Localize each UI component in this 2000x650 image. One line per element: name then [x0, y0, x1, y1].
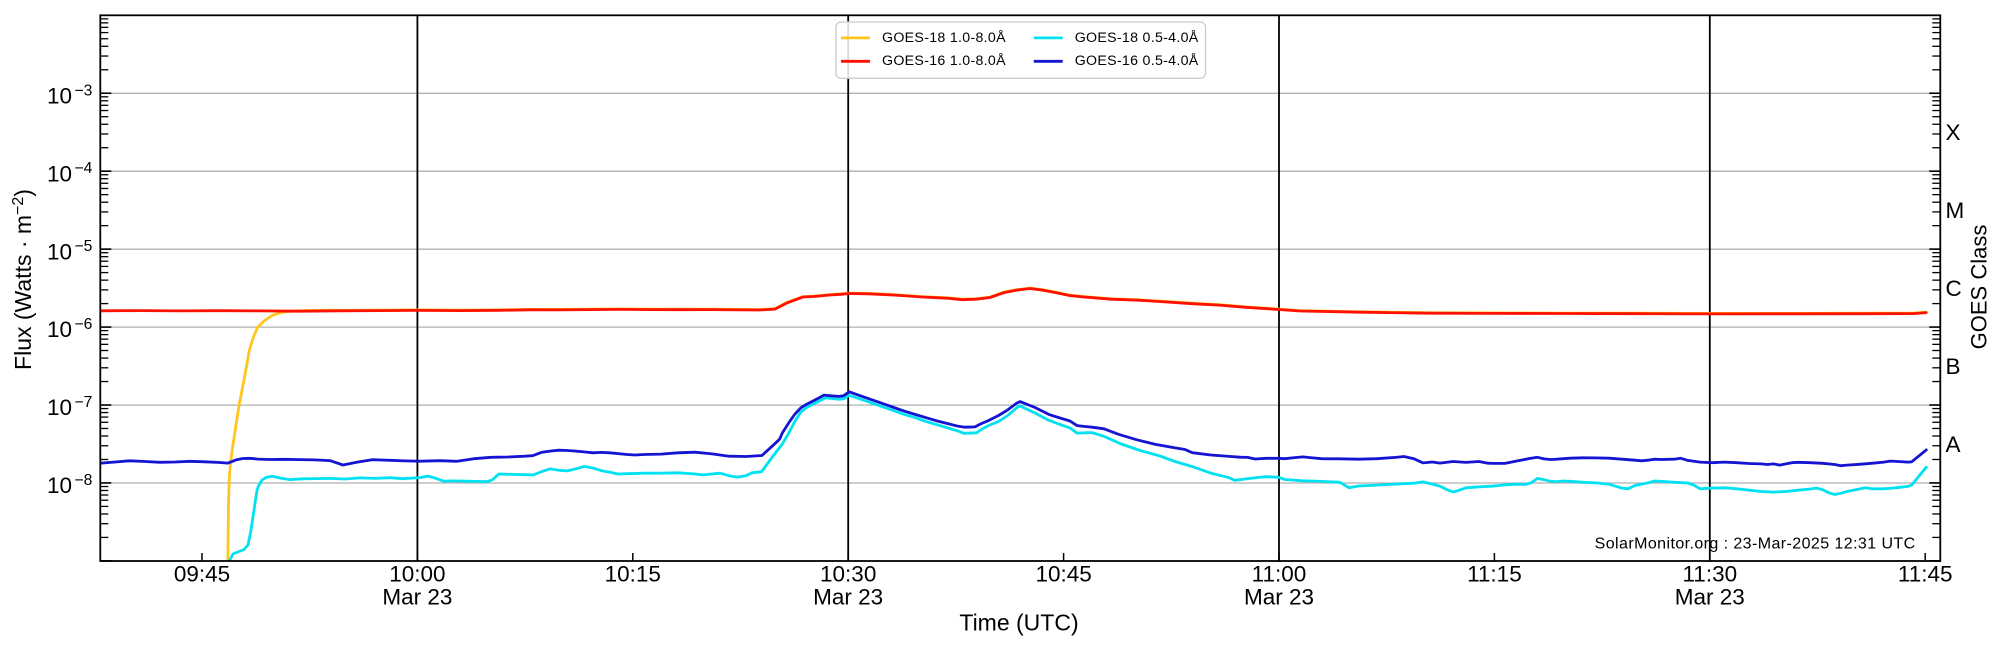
svg-text:11:15: 11:15 — [1467, 562, 1522, 587]
svg-text:11:30: 11:30 — [1682, 562, 1737, 587]
svg-text:−3: −3 — [75, 82, 93, 99]
svg-text:GOES-18 0.5-4.0Å: GOES-18 0.5-4.0Å — [1075, 29, 1199, 46]
svg-text:11:45: 11:45 — [1898, 562, 1953, 587]
svg-text:10: 10 — [47, 395, 72, 420]
svg-text:Mar 23: Mar 23 — [813, 584, 883, 609]
svg-text:C: C — [1946, 276, 1962, 301]
svg-text:Flux (Watts · m−2): Flux (Watts · m−2) — [10, 189, 36, 370]
svg-text:GOES-16 1.0-8.0Å: GOES-16 1.0-8.0Å — [882, 52, 1006, 69]
svg-text:−7: −7 — [75, 394, 93, 411]
svg-text:10:45: 10:45 — [1035, 562, 1091, 587]
svg-text:−5: −5 — [75, 238, 93, 255]
svg-text:Mar 23: Mar 23 — [382, 584, 452, 609]
svg-text:10:30: 10:30 — [820, 562, 876, 587]
svg-text:11:00: 11:00 — [1252, 562, 1307, 587]
svg-text:GOES-16 0.5-4.0Å: GOES-16 0.5-4.0Å — [1075, 52, 1199, 69]
svg-text:Mar 23: Mar 23 — [1675, 584, 1745, 609]
svg-text:10: 10 — [47, 161, 72, 186]
svg-text:SolarMonitor.org : 23-Mar-2025: SolarMonitor.org : 23-Mar-2025 12:31 UTC — [1595, 535, 1916, 552]
svg-text:10:15: 10:15 — [605, 562, 661, 587]
svg-text:M: M — [1946, 198, 1965, 223]
svg-text:X: X — [1946, 120, 1961, 145]
svg-text:10:00: 10:00 — [389, 562, 445, 587]
svg-text:GOES Class: GOES Class — [1967, 225, 1992, 350]
svg-text:GOES-18 1.0-8.0Å: GOES-18 1.0-8.0Å — [882, 29, 1006, 46]
svg-text:Time (UTC): Time (UTC) — [959, 610, 1078, 636]
svg-text:10: 10 — [47, 317, 72, 342]
svg-text:Mar 23: Mar 23 — [1244, 584, 1314, 609]
svg-text:09:45: 09:45 — [174, 562, 230, 587]
svg-text:−4: −4 — [75, 160, 93, 177]
svg-text:B: B — [1946, 354, 1961, 379]
svg-text:10: 10 — [47, 473, 72, 498]
svg-text:10: 10 — [47, 83, 72, 108]
svg-text:−8: −8 — [75, 472, 93, 489]
svg-text:−6: −6 — [75, 316, 93, 333]
svg-text:10: 10 — [47, 239, 72, 264]
svg-text:A: A — [1946, 432, 1961, 457]
